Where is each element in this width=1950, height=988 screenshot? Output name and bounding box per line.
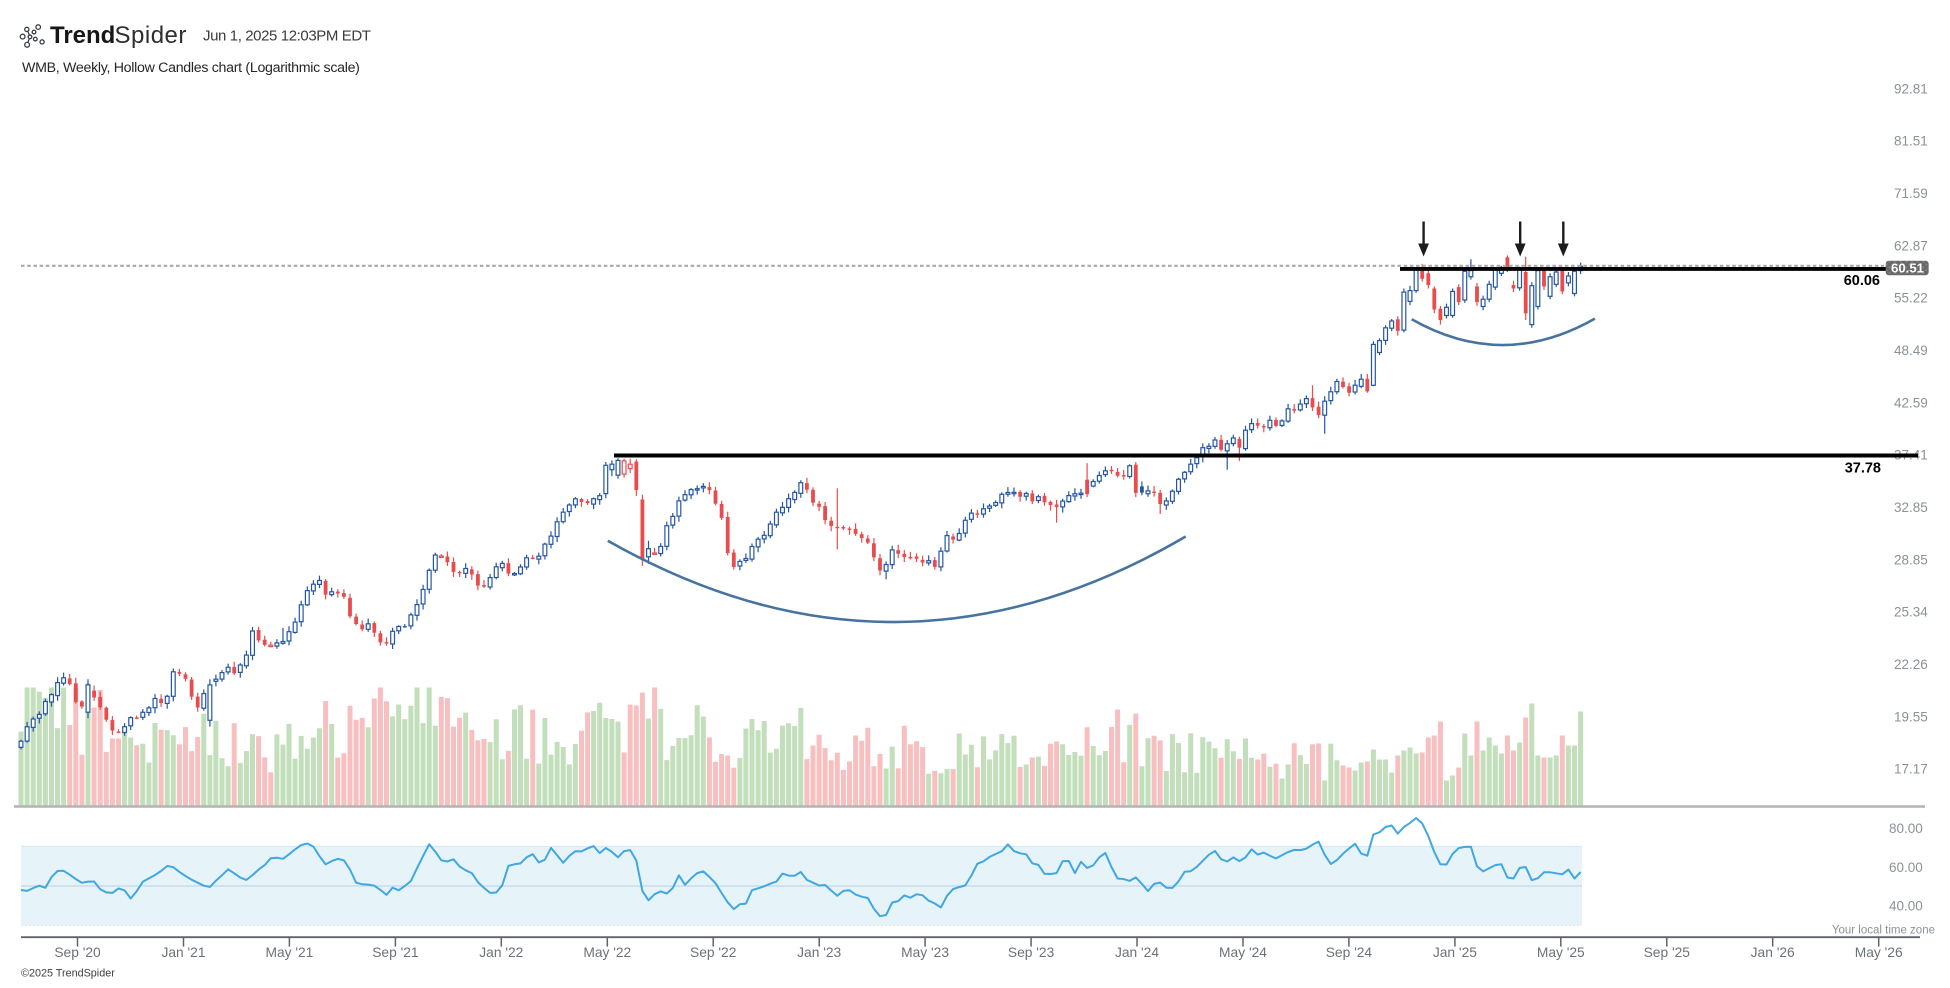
svg-text:May '25: May '25 (1537, 945, 1585, 960)
svg-text:28.85: 28.85 (1894, 552, 1928, 567)
svg-text:42.59: 42.59 (1894, 395, 1928, 410)
svg-text:©2025 TrendSpider: ©2025 TrendSpider (21, 968, 115, 980)
svg-text:71.59: 71.59 (1894, 186, 1928, 201)
svg-text:60.06: 60.06 (1844, 273, 1880, 289)
svg-text:Jan '24: Jan '24 (1115, 945, 1159, 960)
svg-text:92.81: 92.81 (1894, 81, 1928, 96)
svg-text:25.34: 25.34 (1894, 605, 1928, 620)
svg-text:May '26: May '26 (1855, 945, 1903, 960)
svg-text:May '23: May '23 (901, 945, 949, 960)
svg-text:48.49: 48.49 (1894, 343, 1928, 358)
svg-text:32.85: 32.85 (1894, 500, 1928, 515)
svg-text:Sep '22: Sep '22 (690, 945, 736, 960)
svg-text:Jan '22: Jan '22 (479, 945, 523, 960)
svg-text:Sep '24: Sep '24 (1326, 945, 1373, 960)
svg-text:Jun 1, 2025 12:03PM EDT: Jun 1, 2025 12:03PM EDT (203, 28, 371, 45)
svg-text:Sep '25: Sep '25 (1644, 945, 1691, 960)
svg-text:62.87: 62.87 (1894, 238, 1928, 253)
svg-text:Trend: Trend (50, 22, 115, 49)
svg-text:60.00: 60.00 (1889, 860, 1923, 875)
svg-text:Sep '20: Sep '20 (54, 945, 101, 960)
svg-text:Jan '21: Jan '21 (161, 945, 205, 960)
svg-text:May '24: May '24 (1219, 945, 1267, 960)
svg-text:17.17: 17.17 (1894, 762, 1928, 777)
svg-text:55.22: 55.22 (1894, 291, 1928, 306)
svg-text:19.55: 19.55 (1894, 709, 1928, 724)
svg-text:Jan '25: Jan '25 (1433, 945, 1477, 960)
svg-text:May '21: May '21 (265, 945, 313, 960)
svg-text:Your local time zone: Your local time zone (1832, 925, 1935, 937)
svg-text:Jan '23: Jan '23 (797, 945, 841, 960)
svg-text:37.78: 37.78 (1845, 460, 1881, 476)
svg-text:Sep '21: Sep '21 (372, 945, 418, 960)
svg-text:Spider: Spider (115, 22, 187, 49)
svg-text:40.00: 40.00 (1889, 899, 1923, 914)
svg-text:60.51: 60.51 (1891, 261, 1924, 276)
svg-text:22.26: 22.26 (1894, 657, 1928, 672)
svg-text:Sep '23: Sep '23 (1008, 945, 1055, 960)
svg-text:Jan '26: Jan '26 (1751, 945, 1795, 960)
svg-text:81.51: 81.51 (1894, 134, 1928, 149)
svg-text:WMB, Weekly, Hollow Candles ch: WMB, Weekly, Hollow Candles chart (Logar… (22, 60, 360, 76)
svg-text:May '22: May '22 (583, 945, 631, 960)
svg-text:80.00: 80.00 (1889, 821, 1923, 836)
